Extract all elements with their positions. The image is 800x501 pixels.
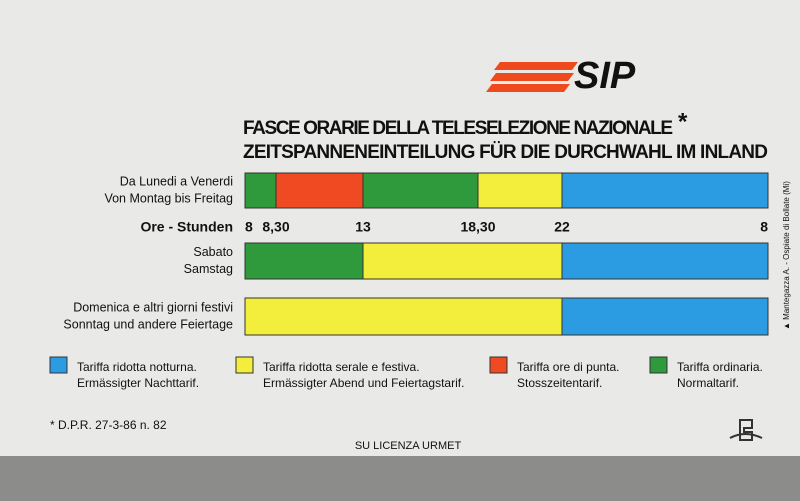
legend-text: Tariffa ridotta notturna. [77, 360, 197, 374]
logo-stripes [486, 62, 578, 92]
legend-text: Normaltarif. [677, 376, 739, 390]
legend-text: Tariffa ridotta serale e festiva. [263, 360, 420, 374]
footnote: * D.P.R. 27-3-86 n. 82 [50, 418, 167, 432]
legend-swatch [649, 356, 668, 374]
time-band [244, 242, 364, 280]
printer-note: ▲ Mantegazza A. - Ospiate di Bollate (Mi… [782, 181, 791, 330]
row-label: Samstag [184, 262, 233, 276]
hours-label: Ore - Stunden [140, 219, 233, 235]
legend-swatch [49, 356, 68, 374]
title-line: ZEITSPANNENEINTEILUNG FÜR DIE DURCHWAHL … [243, 142, 768, 163]
hour-label: 22 [554, 219, 570, 235]
maker-logo [729, 419, 763, 441]
time-band [477, 172, 563, 209]
hour-label: 8,30 [262, 219, 289, 235]
hour-label: 8 [245, 219, 253, 235]
time-band [362, 172, 479, 209]
time-band [561, 242, 769, 280]
logo: SIP [574, 55, 636, 97]
legend-text: Tariffa ore di punta. [517, 360, 620, 374]
time-band [561, 297, 769, 336]
row-label: Sabato [193, 245, 233, 259]
time-band [275, 172, 364, 209]
legend-text: Tariffa ordinaria. [677, 360, 763, 374]
time-band [561, 172, 769, 209]
row-label: Von Montag bis Freitag [104, 191, 233, 205]
time-band [244, 297, 563, 336]
time-band [362, 242, 563, 280]
hour-label: 18,30 [460, 219, 495, 235]
title-line: FASCE ORARIE DELLA TELESELEZIONE NAZIONA… [243, 118, 673, 139]
legend-swatch [235, 356, 254, 374]
row-label: Sonntag und andere Feiertage [63, 317, 233, 331]
legend-text: Stosszeitentarif. [517, 376, 602, 390]
row-label: Da Lunedi a Venerdi [120, 174, 233, 188]
time-band [244, 172, 277, 209]
title-mark: * [678, 108, 688, 135]
legend-text: Ermässigter Nachttarif. [77, 376, 199, 390]
legend-text: Ermässigter Abend und Feiertagstarif. [263, 376, 464, 390]
hour-label: 13 [355, 219, 371, 235]
legend-swatch [489, 356, 508, 374]
hour-label: 8 [760, 219, 768, 235]
magnetic-stripe [0, 456, 800, 501]
row-label: Domenica e altri giorni festivi [73, 300, 233, 314]
license: SU LICENZA URMET [355, 440, 462, 452]
